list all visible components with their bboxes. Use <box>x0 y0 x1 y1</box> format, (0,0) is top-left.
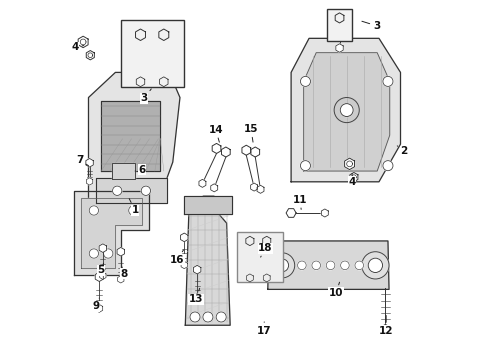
Circle shape <box>382 161 392 171</box>
Text: 15: 15 <box>243 124 258 142</box>
Polygon shape <box>380 324 389 335</box>
Polygon shape <box>95 272 103 282</box>
Polygon shape <box>101 101 160 171</box>
Polygon shape <box>86 158 93 167</box>
Circle shape <box>297 261 305 270</box>
Polygon shape <box>250 183 257 191</box>
Text: 7: 7 <box>76 155 88 166</box>
Circle shape <box>275 259 288 272</box>
Polygon shape <box>135 29 145 41</box>
Text: 12: 12 <box>378 315 393 336</box>
Text: 8: 8 <box>121 267 128 279</box>
Polygon shape <box>263 274 269 282</box>
Polygon shape <box>290 39 400 182</box>
Polygon shape <box>96 178 167 203</box>
Polygon shape <box>181 261 187 269</box>
Polygon shape <box>74 191 149 275</box>
Polygon shape <box>334 13 343 23</box>
Circle shape <box>203 312 212 322</box>
Text: 10: 10 <box>328 282 343 298</box>
Polygon shape <box>88 72 180 202</box>
Circle shape <box>300 76 310 86</box>
Circle shape <box>354 261 363 270</box>
Polygon shape <box>303 53 389 171</box>
Text: 9: 9 <box>92 298 99 311</box>
Circle shape <box>325 261 334 270</box>
Polygon shape <box>86 178 93 185</box>
Polygon shape <box>199 179 205 187</box>
Circle shape <box>333 98 359 123</box>
Text: 1: 1 <box>129 199 139 216</box>
Polygon shape <box>183 196 231 214</box>
Text: 6: 6 <box>135 165 145 175</box>
Bar <box>326 9 351 41</box>
Polygon shape <box>344 158 354 170</box>
Polygon shape <box>194 294 200 301</box>
Circle shape <box>216 312 226 322</box>
Circle shape <box>269 253 294 278</box>
Polygon shape <box>159 29 168 41</box>
Text: 3: 3 <box>140 89 151 103</box>
Circle shape <box>340 261 348 270</box>
Circle shape <box>300 161 310 171</box>
Polygon shape <box>96 305 102 312</box>
Polygon shape <box>99 244 106 252</box>
Polygon shape <box>335 44 343 52</box>
Polygon shape <box>81 198 142 268</box>
Text: 4: 4 <box>71 42 83 52</box>
Text: 18: 18 <box>258 243 272 257</box>
Polygon shape <box>257 185 264 193</box>
Polygon shape <box>159 77 168 87</box>
Circle shape <box>112 186 122 195</box>
Circle shape <box>141 186 150 195</box>
Text: 4: 4 <box>347 174 355 187</box>
Text: 2: 2 <box>396 146 407 156</box>
Circle shape <box>128 206 138 215</box>
Text: 11: 11 <box>292 195 306 210</box>
Polygon shape <box>117 247 124 256</box>
Polygon shape <box>262 236 270 246</box>
Text: 16: 16 <box>169 250 184 265</box>
Polygon shape <box>193 265 201 274</box>
Polygon shape <box>250 147 259 157</box>
Circle shape <box>89 206 99 215</box>
Text: 17: 17 <box>256 322 271 336</box>
Polygon shape <box>242 145 250 155</box>
Text: 3: 3 <box>361 21 379 31</box>
Polygon shape <box>100 272 106 279</box>
Polygon shape <box>349 172 357 182</box>
Bar <box>121 21 183 87</box>
Circle shape <box>311 261 320 270</box>
Polygon shape <box>246 274 253 282</box>
Polygon shape <box>185 196 230 325</box>
Polygon shape <box>267 241 388 289</box>
Polygon shape <box>86 50 94 60</box>
Circle shape <box>367 258 382 273</box>
Polygon shape <box>78 36 88 48</box>
Text: 14: 14 <box>208 125 223 142</box>
Bar <box>236 232 283 282</box>
Circle shape <box>361 252 388 279</box>
Polygon shape <box>136 77 144 87</box>
Circle shape <box>89 249 99 258</box>
Polygon shape <box>112 163 135 179</box>
Polygon shape <box>245 236 253 246</box>
Circle shape <box>340 104 352 117</box>
Polygon shape <box>180 233 187 242</box>
Circle shape <box>190 312 200 322</box>
Text: 13: 13 <box>188 288 203 304</box>
Polygon shape <box>285 209 296 217</box>
Polygon shape <box>321 209 327 217</box>
Polygon shape <box>210 184 217 192</box>
Circle shape <box>103 249 113 258</box>
Circle shape <box>382 76 392 86</box>
Polygon shape <box>118 276 123 283</box>
Polygon shape <box>212 143 221 153</box>
Text: 5: 5 <box>97 263 104 275</box>
Polygon shape <box>221 147 230 157</box>
